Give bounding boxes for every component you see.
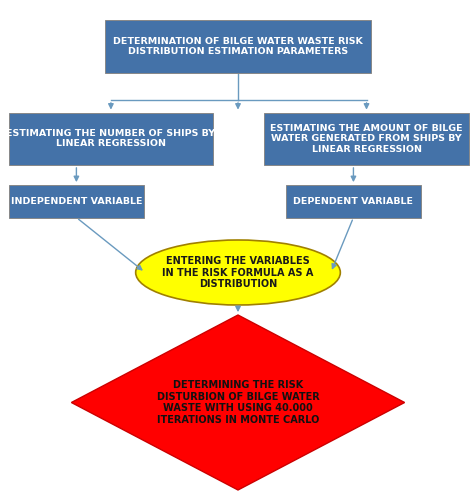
FancyBboxPatch shape bbox=[9, 112, 213, 165]
Ellipse shape bbox=[136, 240, 340, 305]
Text: DETERMINING THE RISK
DISTURBION OF BILGE WATER
WASTE WITH USING 40.000
ITERATION: DETERMINING THE RISK DISTURBION OF BILGE… bbox=[157, 380, 319, 425]
FancyBboxPatch shape bbox=[9, 185, 144, 218]
Text: INDEPENDENT VARIABLE: INDEPENDENT VARIABLE bbox=[10, 197, 142, 206]
Text: DETERMINATION OF BILGE WATER WASTE RISK
DISTRIBUTION ESTIMATION PARAMETERS: DETERMINATION OF BILGE WATER WASTE RISK … bbox=[113, 36, 363, 56]
FancyBboxPatch shape bbox=[286, 185, 421, 218]
Text: ENTERING THE VARIABLES
IN THE RISK FORMULA AS A
DISTRIBUTION: ENTERING THE VARIABLES IN THE RISK FORMU… bbox=[162, 256, 314, 289]
Polygon shape bbox=[71, 315, 405, 490]
Text: ESTIMATING THE AMOUNT OF BILGE
WATER GENERATED FROM SHIPS BY
LINEAR REGRESSION: ESTIMATING THE AMOUNT OF BILGE WATER GEN… bbox=[270, 124, 463, 154]
FancyBboxPatch shape bbox=[264, 112, 469, 165]
Text: DEPENDENT VARIABLE: DEPENDENT VARIABLE bbox=[293, 197, 414, 206]
Text: ESTIMATING THE NUMBER OF SHIPS BY
LINEAR REGRESSION: ESTIMATING THE NUMBER OF SHIPS BY LINEAR… bbox=[6, 129, 216, 148]
FancyBboxPatch shape bbox=[105, 20, 371, 72]
